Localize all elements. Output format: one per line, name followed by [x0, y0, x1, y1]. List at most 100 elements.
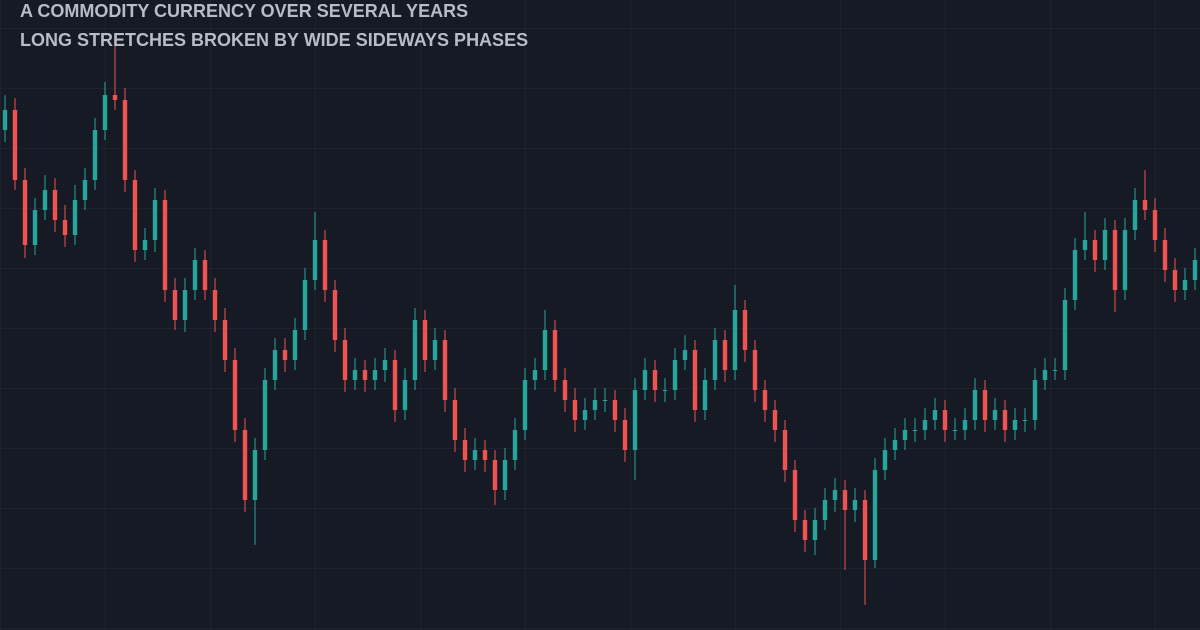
candle-body	[862, 500, 868, 560]
candle-body	[32, 210, 38, 245]
candle-body	[142, 240, 148, 250]
candle-body	[1092, 240, 1098, 260]
candle-body	[782, 430, 788, 470]
candle-body	[1072, 250, 1078, 300]
candle-body	[802, 520, 808, 540]
candle-body	[292, 330, 298, 360]
candle-body	[792, 470, 798, 520]
candle-body	[1172, 270, 1178, 290]
candle-body	[582, 410, 588, 420]
candle-body	[1042, 370, 1048, 380]
candle-body	[52, 190, 58, 220]
candle-body	[62, 220, 68, 235]
candle-body	[542, 330, 548, 370]
candle-body	[242, 430, 248, 500]
candle-body	[1052, 370, 1058, 371]
candle-body	[2, 110, 8, 130]
candle-body	[432, 340, 438, 360]
candle-body	[172, 290, 178, 320]
candle-body	[1032, 380, 1038, 420]
candle-body	[72, 200, 78, 235]
candle-body	[122, 100, 128, 180]
candle-body	[702, 380, 708, 410]
candle-body	[1192, 260, 1198, 280]
candle-body	[102, 95, 108, 130]
candle-body	[92, 130, 98, 180]
candle-body	[512, 430, 518, 460]
candle-body	[612, 400, 618, 420]
candle-body	[812, 520, 818, 540]
candle-body	[202, 260, 208, 290]
candle-body	[262, 380, 268, 450]
candle-body	[1082, 240, 1088, 250]
candle-body	[1112, 230, 1118, 290]
candle-body	[212, 290, 218, 320]
candle-body	[742, 310, 748, 350]
candle-body	[592, 400, 598, 410]
chart-title: A COMMODITY CURRENCY OVER SEVERAL YEARS	[20, 1, 468, 21]
candle-body	[322, 240, 328, 290]
candle-body	[562, 380, 568, 400]
candle-body	[682, 350, 688, 360]
candle-body	[532, 370, 538, 380]
candle-body	[382, 360, 388, 370]
candle-body	[82, 180, 88, 200]
candle-body	[602, 400, 608, 401]
candle-body	[982, 390, 988, 420]
candle-body	[352, 370, 358, 380]
candle-body	[922, 420, 928, 430]
candle-body	[902, 430, 908, 440]
candle-body	[1142, 200, 1148, 210]
candle-body	[162, 200, 168, 290]
candle-body	[422, 320, 428, 360]
candle-body	[572, 400, 578, 420]
candle-body	[152, 200, 158, 240]
candle-body	[1062, 300, 1068, 370]
candle-body	[1122, 230, 1128, 290]
candle-body	[392, 360, 398, 410]
candle-body	[932, 410, 938, 420]
candle-body	[652, 370, 658, 390]
candle-body	[362, 370, 368, 380]
candle-body	[42, 190, 48, 210]
candle-body	[272, 350, 278, 380]
candle-body	[722, 340, 728, 370]
candle-body	[232, 360, 238, 430]
candle-body	[1132, 200, 1138, 230]
candle-body	[222, 320, 228, 360]
candle-body	[342, 340, 348, 380]
candle-body	[882, 450, 888, 470]
candle-body	[1152, 210, 1158, 240]
candle-body	[112, 95, 118, 100]
candle-body	[402, 380, 408, 410]
candle-body	[1002, 410, 1008, 430]
candle-body	[692, 350, 698, 410]
candle-body	[952, 430, 958, 431]
candle-body	[822, 500, 828, 520]
candle-body	[252, 450, 258, 500]
candle-body	[852, 500, 858, 510]
candle-body	[632, 390, 638, 450]
candle-body	[302, 280, 308, 330]
candle-body	[462, 440, 468, 460]
candle-body	[192, 260, 198, 290]
candle-body	[1162, 240, 1168, 270]
candle-body	[312, 240, 318, 280]
candle-body	[1012, 420, 1018, 430]
candle-body	[492, 460, 498, 490]
candle-body	[472, 450, 478, 460]
candle-body	[912, 430, 918, 431]
candle-body	[662, 390, 668, 391]
candle-body	[1182, 280, 1188, 290]
candle-body	[622, 420, 628, 450]
candle-body	[832, 490, 838, 500]
candle-body	[772, 410, 778, 430]
candle-body	[962, 420, 968, 430]
candle-body	[22, 180, 28, 245]
candle-body	[1022, 420, 1028, 421]
candle-body	[442, 340, 448, 400]
candle-body	[672, 360, 678, 390]
candle-body	[452, 400, 458, 440]
